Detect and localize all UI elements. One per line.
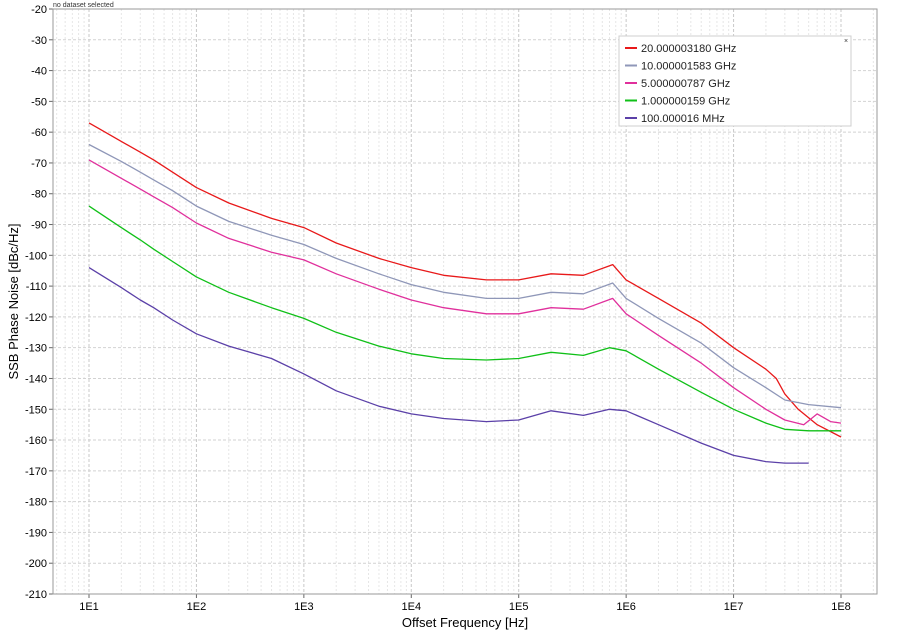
series-line-1 xyxy=(88,143,842,409)
y-tick-label: -40 xyxy=(31,66,47,78)
y-tick-label: -190 xyxy=(25,527,47,539)
y-tick-label: -170 xyxy=(25,466,47,478)
y-tick-label: -30 xyxy=(31,35,47,47)
x-axis-tick-labels: 1E1 1E2 1E3 1E4 1E5 1E6 1E7 1E8 xyxy=(79,601,851,613)
y-tick-label: -130 xyxy=(25,343,47,355)
y-tick-label: -180 xyxy=(25,497,47,509)
x-tick-label: 1E8 xyxy=(831,601,851,613)
y-tick-label: -200 xyxy=(25,558,47,570)
y-tick-label: -160 xyxy=(25,435,47,447)
series-line-0 xyxy=(88,122,842,438)
series-line-4 xyxy=(88,267,809,464)
legend-label-0: 20.000003180 GHz xyxy=(641,43,736,55)
y-axis-title: SSB Phase Noise [dBc/Hz] xyxy=(6,223,21,379)
x-tick-label: 1E3 xyxy=(294,601,314,613)
y-tick-label: -90 xyxy=(31,220,47,232)
x-axis-title: Offset Frequency [Hz] xyxy=(402,615,528,630)
x-tick-label: 1E5 xyxy=(509,601,529,613)
y-tick-label: -50 xyxy=(31,96,47,108)
y-tick-label: -70 xyxy=(31,158,47,170)
plot-area-frame xyxy=(52,8,878,595)
y-tick-label: -110 xyxy=(26,281,47,293)
legend-label-1: 10.000001583 GHz xyxy=(641,61,736,73)
x-tick-label: 1E4 xyxy=(401,601,421,613)
y-tick-label: -100 xyxy=(25,250,47,262)
legend-box xyxy=(618,35,852,127)
y-axis-tick-labels: -20 -30 -40 -50 -60 -70 -80 -90 -100 -110 -120 -130… xyxy=(25,4,47,601)
x-tick-label: 1E7 xyxy=(724,601,744,613)
series-line-3 xyxy=(88,205,841,432)
x-tick-label: 1E2 xyxy=(187,601,207,613)
y-tick-label: -60 xyxy=(31,127,47,139)
y-tick-label: -80 xyxy=(31,189,47,201)
series-layer xyxy=(88,122,842,464)
legend[interactable]: × 20.000003180 GHz 10.000001583 GHz 5.0000… xyxy=(618,35,852,127)
legend-close-icon[interactable]: × xyxy=(844,38,848,45)
status-text: no dataset selected xyxy=(53,2,114,9)
y-tick-label: -120 xyxy=(25,312,47,324)
legend-label-4: 100.000016 MHz xyxy=(641,113,725,125)
y-tick-label: -150 xyxy=(25,404,47,416)
legend-label-2: 5.000000787 GHz xyxy=(641,78,730,90)
x-tick-label: 1E6 xyxy=(616,601,636,613)
y-tick-label: -210 xyxy=(25,589,47,601)
series-line-2 xyxy=(88,159,842,426)
y-tick-label: -140 xyxy=(25,373,47,385)
y-tick-label: -20 xyxy=(31,4,47,16)
x-tick-label: 1E1 xyxy=(79,601,99,613)
legend-label-3: 1.000000159 GHz xyxy=(641,96,730,108)
legend-items: 20.000003180 GHz 10.000001583 GHz 5.000000… xyxy=(625,43,736,125)
